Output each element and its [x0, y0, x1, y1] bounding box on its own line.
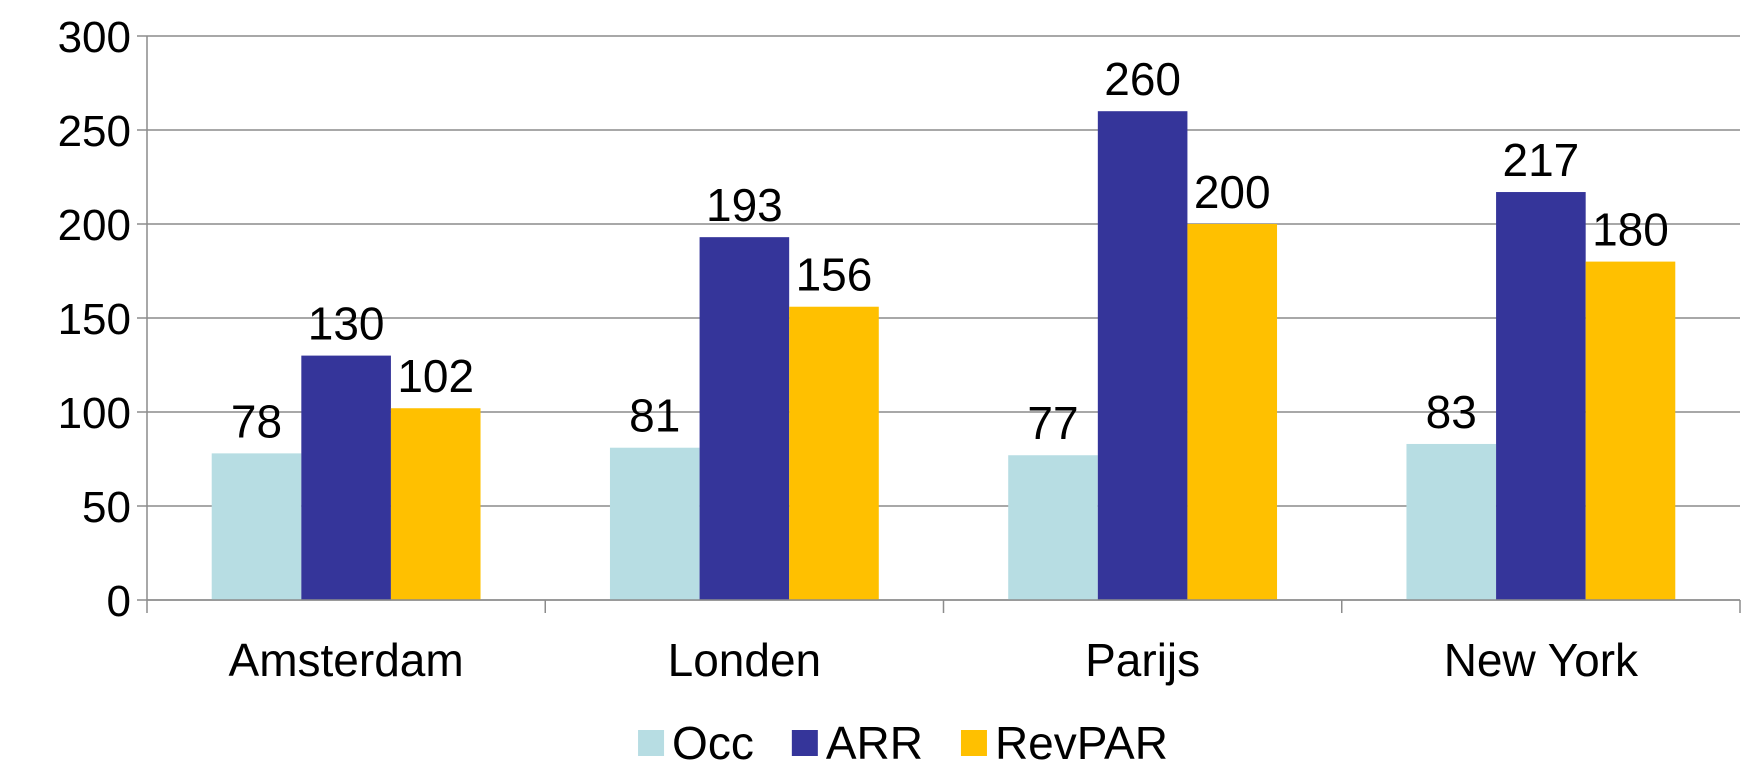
bar [301, 355, 391, 600]
y-tick-label: 100 [58, 389, 131, 438]
data-label: 156 [796, 249, 873, 301]
y-tick-label: 0 [107, 577, 131, 626]
x-tick-label: New York [1444, 634, 1639, 686]
bar [609, 447, 700, 600]
legend-swatch [791, 730, 818, 756]
bar [1585, 261, 1676, 600]
data-label: 180 [1592, 204, 1669, 256]
y-tick-label: 150 [58, 295, 131, 344]
bar [1496, 192, 1586, 601]
data-label: 130 [308, 298, 385, 350]
y-tick-label: 200 [58, 201, 131, 250]
bar [1097, 111, 1188, 600]
bar [1008, 455, 1098, 600]
legend-label: Occ [672, 717, 754, 765]
x-tick-label: Amsterdam [229, 634, 464, 686]
data-label: 260 [1104, 53, 1181, 105]
data-label: 217 [1503, 134, 1580, 186]
y-tick-label: 50 [82, 483, 131, 532]
data-label: 78 [231, 395, 282, 447]
data-label: 200 [1194, 166, 1271, 218]
bar [211, 453, 302, 600]
legend-label: ARR [826, 717, 923, 765]
bar [699, 237, 790, 600]
data-label: 102 [397, 350, 474, 402]
y-tick-label: 250 [58, 107, 131, 156]
data-label: 81 [629, 390, 680, 442]
bar [390, 408, 481, 600]
bar [1187, 224, 1278, 600]
y-tick-label: 300 [58, 13, 131, 62]
x-tick-label: Parijs [1085, 634, 1200, 686]
bar [789, 306, 879, 600]
data-label: 83 [1426, 386, 1477, 438]
data-label: 193 [706, 179, 783, 231]
x-tick-label: Londen [668, 634, 822, 686]
legend: Occ ARR RevPAR [638, 717, 1168, 765]
legend-swatch [638, 730, 665, 756]
bar [1406, 443, 1497, 600]
legend-swatch [960, 730, 987, 756]
legend-label: RevPAR [995, 717, 1168, 765]
data-label: 77 [1027, 397, 1078, 449]
